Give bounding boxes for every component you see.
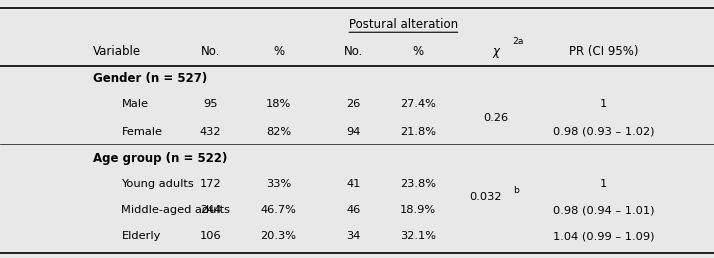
Text: Female: Female: [121, 127, 162, 136]
Text: PR (CI 95%): PR (CI 95%): [568, 45, 638, 58]
Text: 32.1%: 32.1%: [400, 231, 436, 241]
Text: Gender (n = 527): Gender (n = 527): [93, 72, 207, 85]
Text: χ: χ: [493, 45, 500, 58]
Text: 82%: 82%: [266, 127, 291, 136]
Text: 0.26: 0.26: [483, 113, 509, 123]
Text: 172: 172: [200, 180, 221, 189]
Text: 0.032: 0.032: [469, 192, 502, 202]
Text: 41: 41: [346, 180, 361, 189]
Text: 23.8%: 23.8%: [400, 180, 436, 189]
Text: Postural alteration: Postural alteration: [349, 18, 458, 31]
Text: 95: 95: [203, 100, 218, 109]
Text: 20.3%: 20.3%: [261, 231, 296, 241]
Text: No.: No.: [201, 45, 221, 58]
Text: 27.4%: 27.4%: [400, 100, 436, 109]
Text: 18.9%: 18.9%: [400, 205, 436, 215]
Text: Male: Male: [121, 100, 149, 109]
Text: 2a: 2a: [512, 37, 523, 46]
Text: 1.04 (0.99 – 1.09): 1.04 (0.99 – 1.09): [553, 231, 654, 241]
Text: 26: 26: [346, 100, 361, 109]
Text: 33%: 33%: [266, 180, 291, 189]
Text: Middle-aged adults: Middle-aged adults: [121, 205, 231, 215]
Text: Variable: Variable: [93, 45, 141, 58]
Text: 46.7%: 46.7%: [261, 205, 296, 215]
Text: Age group (n = 522): Age group (n = 522): [93, 152, 227, 165]
Text: 18%: 18%: [266, 100, 291, 109]
Text: 1: 1: [600, 100, 607, 109]
Text: 46: 46: [346, 205, 361, 215]
Text: %: %: [412, 45, 423, 58]
Text: 0.98 (0.93 – 1.02): 0.98 (0.93 – 1.02): [553, 127, 654, 136]
Text: 106: 106: [200, 231, 221, 241]
Text: 21.8%: 21.8%: [400, 127, 436, 136]
Text: No.: No.: [343, 45, 363, 58]
Text: 94: 94: [346, 127, 361, 136]
Text: 244: 244: [200, 205, 221, 215]
Text: 34: 34: [346, 231, 361, 241]
Text: Young adults: Young adults: [121, 180, 194, 189]
Text: Elderly: Elderly: [121, 231, 161, 241]
Text: 0.98 (0.94 – 1.01): 0.98 (0.94 – 1.01): [553, 205, 654, 215]
Text: %: %: [273, 45, 284, 58]
Text: b: b: [513, 187, 518, 195]
Text: 1: 1: [600, 180, 607, 189]
Text: 432: 432: [200, 127, 221, 136]
